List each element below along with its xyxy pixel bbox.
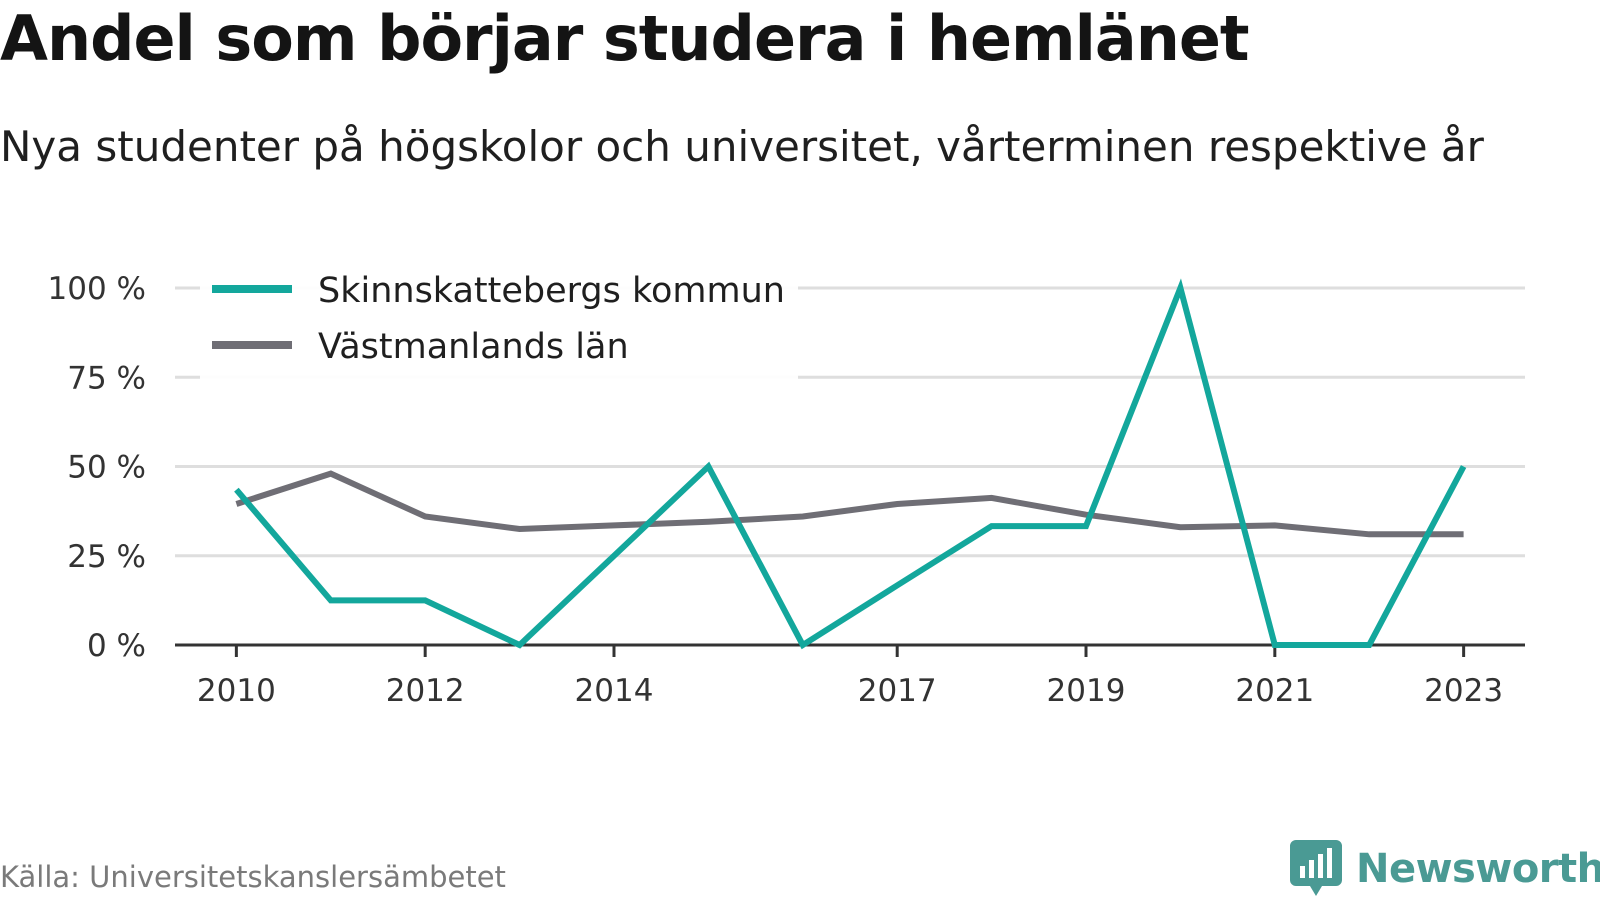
line-chart: 0 %25 %50 %75 %100 % 2010 2012 2014 2017 201…	[47, 262, 1525, 709]
brand-logo: Newsworthy	[1290, 840, 1600, 898]
y-axis-ticks: 0 % 25 % 50 % 75 % 100 %	[48, 271, 146, 664]
x-tick-label: 2014	[575, 673, 654, 709]
x-tick-label: 2010	[197, 673, 276, 709]
legend-label: Västmanlands län	[318, 327, 629, 367]
source-note: Källa: Universitetskanslersämbetet	[0, 860, 506, 894]
legend-background	[200, 262, 798, 380]
series-line-2	[235, 470, 1464, 538]
y-tick-label: 0 %	[87, 628, 146, 664]
x-tick-label: 2021	[1235, 673, 1314, 709]
y-tick-label: 75 %	[67, 360, 146, 396]
series-line-1	[234, 278, 1467, 650]
legend-label: Skinnskattebergs kommun	[318, 271, 785, 311]
x-tick-label: 2017	[858, 673, 937, 709]
x-axis-ticks: 2010 2012 2014 2017 2019 2021 2023	[197, 645, 1503, 709]
newsworthy-logo-icon	[1290, 840, 1342, 896]
y-tick-label: 25 %	[67, 539, 146, 575]
chart-title: Andel som börjar studera i hemlänet	[0, 2, 1250, 75]
y-tick-label: 100 %	[48, 271, 146, 307]
series-lines	[234, 278, 1467, 650]
x-tick-label: 2023	[1424, 673, 1503, 709]
brand-name: Newsworthy	[1356, 846, 1600, 892]
x-tick-label: 2019	[1047, 673, 1126, 709]
x-tick-label: 2012	[386, 673, 465, 709]
chart-subtitle: Nya studenter på högskolor och universit…	[0, 122, 1484, 171]
y-tick-label: 50 %	[67, 450, 146, 486]
legend: Skinnskattebergs kommun Västmanlands län	[200, 262, 798, 380]
